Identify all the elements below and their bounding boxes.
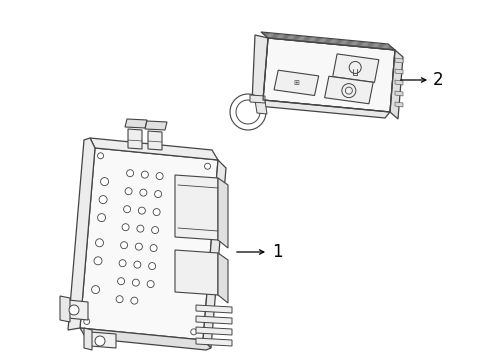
Polygon shape — [68, 138, 95, 330]
Circle shape — [138, 207, 145, 214]
Circle shape — [122, 224, 129, 231]
Circle shape — [132, 279, 139, 286]
Circle shape — [121, 242, 127, 249]
Circle shape — [117, 278, 124, 285]
Circle shape — [69, 305, 79, 315]
Polygon shape — [251, 35, 267, 103]
Circle shape — [99, 195, 107, 204]
Circle shape — [156, 172, 163, 180]
Polygon shape — [196, 316, 231, 324]
Circle shape — [137, 225, 143, 232]
Polygon shape — [80, 328, 210, 350]
Circle shape — [229, 94, 265, 130]
Polygon shape — [148, 131, 162, 150]
Polygon shape — [394, 102, 402, 107]
Polygon shape — [175, 175, 218, 240]
Polygon shape — [203, 160, 225, 348]
Polygon shape — [249, 95, 264, 103]
Circle shape — [236, 100, 260, 124]
Polygon shape — [196, 327, 231, 335]
Circle shape — [116, 296, 123, 303]
Circle shape — [98, 213, 105, 222]
Circle shape — [101, 177, 108, 186]
Circle shape — [204, 163, 210, 169]
Circle shape — [95, 239, 103, 247]
Circle shape — [94, 257, 102, 265]
Polygon shape — [196, 338, 231, 346]
Text: ⊞: ⊞ — [293, 80, 299, 86]
Polygon shape — [90, 332, 116, 348]
Polygon shape — [196, 305, 231, 313]
Circle shape — [150, 244, 157, 252]
Circle shape — [190, 329, 196, 335]
Polygon shape — [128, 129, 142, 149]
Circle shape — [131, 297, 138, 304]
Polygon shape — [394, 80, 402, 85]
Polygon shape — [68, 300, 88, 320]
Circle shape — [126, 170, 133, 177]
Circle shape — [125, 188, 132, 195]
Circle shape — [140, 189, 146, 196]
Circle shape — [141, 171, 148, 178]
Circle shape — [151, 226, 158, 234]
Text: 2: 2 — [432, 71, 443, 89]
Circle shape — [147, 280, 154, 288]
Polygon shape — [394, 69, 402, 74]
Polygon shape — [394, 58, 402, 63]
Polygon shape — [60, 296, 70, 322]
Text: 1: 1 — [271, 243, 282, 261]
Polygon shape — [258, 100, 389, 118]
Circle shape — [123, 206, 130, 213]
Circle shape — [135, 243, 142, 250]
Circle shape — [83, 318, 90, 324]
Polygon shape — [90, 138, 218, 160]
Polygon shape — [261, 32, 394, 50]
Polygon shape — [175, 250, 218, 295]
Polygon shape — [324, 76, 372, 104]
Circle shape — [148, 262, 155, 270]
Polygon shape — [394, 91, 402, 96]
Circle shape — [119, 260, 126, 267]
Polygon shape — [218, 178, 227, 248]
Circle shape — [154, 190, 162, 198]
Polygon shape — [332, 54, 378, 82]
Circle shape — [91, 285, 100, 294]
Circle shape — [95, 336, 105, 346]
Polygon shape — [254, 100, 266, 114]
Polygon shape — [125, 119, 147, 128]
Circle shape — [134, 261, 141, 268]
Polygon shape — [389, 50, 402, 119]
Circle shape — [153, 208, 160, 216]
Polygon shape — [263, 38, 394, 112]
Polygon shape — [273, 70, 318, 95]
Polygon shape — [80, 148, 218, 340]
Circle shape — [97, 153, 103, 159]
Polygon shape — [84, 328, 92, 350]
Polygon shape — [145, 121, 167, 130]
Polygon shape — [218, 253, 227, 303]
